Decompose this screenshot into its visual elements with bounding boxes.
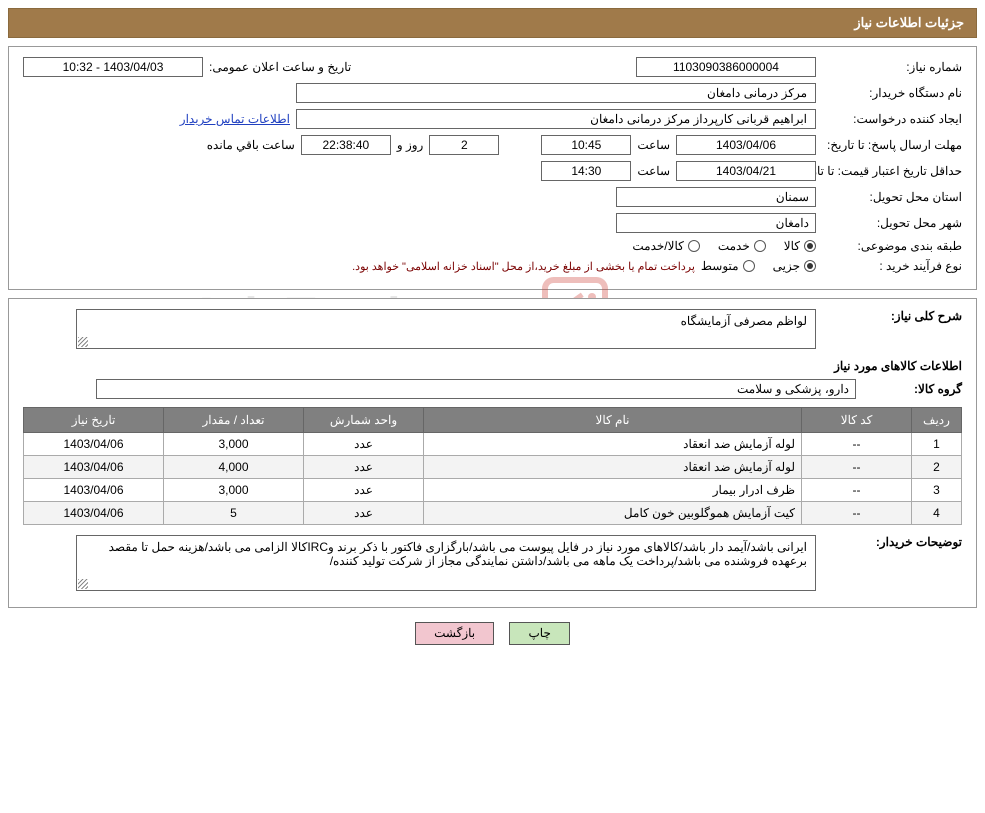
table-cell: لوله آزمایش ضد انعقاد: [424, 433, 802, 456]
announce-value: 1403/04/03 - 10:32: [23, 57, 203, 77]
requester-value: ابراهیم قربانی کارپرداز مرکز درمانی دامغ…: [296, 109, 816, 129]
table-row: 3--ظرف ادرار بیمارعدد3,0001403/04/06: [24, 479, 962, 502]
table-cell: لوله آزمایش ضد انعقاد: [424, 456, 802, 479]
th-name: نام کالا: [424, 408, 802, 433]
class-label: طبقه بندی موضوعی:: [822, 239, 962, 253]
deadline-label: مهلت ارسال پاسخ: تا تاریخ:: [822, 138, 962, 152]
province-label: استان محل تحویل:: [822, 190, 962, 204]
radio-both[interactable]: [688, 240, 700, 252]
table-cell: 1403/04/06: [24, 502, 164, 525]
table-cell: ظرف ادرار بیمار: [424, 479, 802, 502]
time-label-2: ساعت: [637, 164, 670, 178]
table-cell: 4,000: [164, 456, 304, 479]
table-cell: 1: [912, 433, 962, 456]
th-unit: واحد شمارش: [304, 408, 424, 433]
radio-minor-label: جزیی: [773, 259, 800, 273]
process-radio-group: جزیی متوسط: [701, 259, 816, 273]
days-and-label: روز و: [397, 138, 424, 152]
requester-label: ایجاد کننده درخواست:: [822, 112, 962, 126]
group-value: دارو، پزشکی و سلامت: [96, 379, 856, 399]
table-cell: 3,000: [164, 433, 304, 456]
buyer-notes-value: ایرانی باشد/آیمد دار باشد/کالاهای مورد ن…: [109, 540, 807, 568]
table-cell: کیت آزمایش هموگلوبین خون کامل: [424, 502, 802, 525]
announce-label: تاریخ و ساعت اعلان عمومی:: [209, 60, 351, 74]
process-note: پرداخت تمام یا بخشی از مبلغ خرید،از محل …: [352, 260, 695, 273]
province-value: سمنان: [616, 187, 816, 207]
need-no-label: شماره نیاز:: [822, 60, 962, 74]
print-button[interactable]: چاپ: [509, 622, 569, 645]
table-cell: 1403/04/06: [24, 433, 164, 456]
th-qty: تعداد / مقدار: [164, 408, 304, 433]
table-cell: --: [802, 502, 912, 525]
th-date: تاریخ نیاز: [24, 408, 164, 433]
table-cell: 1403/04/06: [24, 479, 164, 502]
deadline-time: 10:45: [541, 135, 631, 155]
buyer-org-label: نام دستگاه خریدار:: [822, 86, 962, 100]
table-cell: عدد: [304, 433, 424, 456]
table-cell: عدد: [304, 502, 424, 525]
desc-textarea[interactable]: لواظم مصرفی آزمایشگاه: [76, 309, 816, 349]
buyer-contact-link[interactable]: اطلاعات تماس خریدار: [180, 112, 290, 126]
desc-label: شرح کلی نیاز:: [822, 309, 962, 323]
radio-goods[interactable]: [804, 240, 816, 252]
validity-label: حداقل تاریخ اعتبار قیمت: تا تاریخ:: [822, 164, 962, 178]
process-label: نوع فرآیند خرید :: [822, 259, 962, 273]
city-value: دامغان: [616, 213, 816, 233]
radio-minor[interactable]: [804, 260, 816, 272]
buyer-notes-textarea[interactable]: ایرانی باشد/آیمد دار باشد/کالاهای مورد ن…: [76, 535, 816, 591]
radio-both-label: کالا/خدمت: [632, 239, 683, 253]
radio-service[interactable]: [754, 240, 766, 252]
table-cell: --: [802, 479, 912, 502]
deadline-date: 1403/04/06: [676, 135, 816, 155]
resize-handle-icon[interactable]: [78, 579, 88, 589]
table-cell: --: [802, 433, 912, 456]
table-cell: 1403/04/06: [24, 456, 164, 479]
table-cell: 3,000: [164, 479, 304, 502]
table-row: 4--کیت آزمایش هموگلوبین خون کاملعدد51403…: [24, 502, 962, 525]
validity-date: 1403/04/21: [676, 161, 816, 181]
remaining-suffix: ساعت باقي مانده: [207, 138, 295, 152]
remaining-days: 2: [429, 135, 499, 155]
table-cell: 3: [912, 479, 962, 502]
radio-service-label: خدمت: [718, 239, 750, 253]
remaining-hms: 22:38:40: [301, 135, 391, 155]
goods-table: ردیف کد کالا نام کالا واحد شمارش تعداد /…: [23, 407, 962, 525]
table-header-row: ردیف کد کالا نام کالا واحد شمارش تعداد /…: [24, 408, 962, 433]
goods-heading: اطلاعات کالاهای مورد نیاز: [834, 359, 962, 373]
page-header: جزئیات اطلاعات نیاز: [8, 8, 977, 38]
group-label: گروه کالا:: [862, 382, 962, 396]
radio-goods-label: کالا: [784, 239, 800, 253]
buyer-notes-label: توضیحات خریدار:: [822, 535, 962, 549]
class-radio-group: کالا خدمت کالا/خدمت: [632, 239, 816, 253]
need-no-value: 1103090386000004: [636, 57, 816, 77]
table-cell: 4: [912, 502, 962, 525]
time-label-1: ساعت: [637, 138, 670, 152]
table-cell: عدد: [304, 479, 424, 502]
table-row: 1--لوله آزمایش ضد انعقادعدد3,0001403/04/…: [24, 433, 962, 456]
radio-medium-label: متوسط: [701, 259, 739, 273]
table-cell: عدد: [304, 456, 424, 479]
th-code: کد کالا: [802, 408, 912, 433]
buttons-row: چاپ بازگشت: [8, 622, 977, 645]
table-cell: 5: [164, 502, 304, 525]
validity-time: 14:30: [541, 161, 631, 181]
buyer-org-value: مرکز درمانی دامغان: [296, 83, 816, 103]
table-row: 2--لوله آزمایش ضد انعقادعدد4,0001403/04/…: [24, 456, 962, 479]
back-button[interactable]: بازگشت: [415, 622, 494, 645]
radio-medium[interactable]: [743, 260, 755, 272]
city-label: شهر محل تحویل:: [822, 216, 962, 230]
resize-handle-icon[interactable]: [78, 337, 88, 347]
table-cell: --: [802, 456, 912, 479]
need-info-section: AriaTender.net شماره نیاز: 1103090386000…: [8, 46, 977, 290]
th-row: ردیف: [912, 408, 962, 433]
goods-section: شرح کلی نیاز: لواظم مصرفی آزمایشگاه اطلا…: [8, 298, 977, 608]
desc-value: لواظم مصرفی آزمایشگاه: [681, 314, 807, 328]
table-cell: 2: [912, 456, 962, 479]
